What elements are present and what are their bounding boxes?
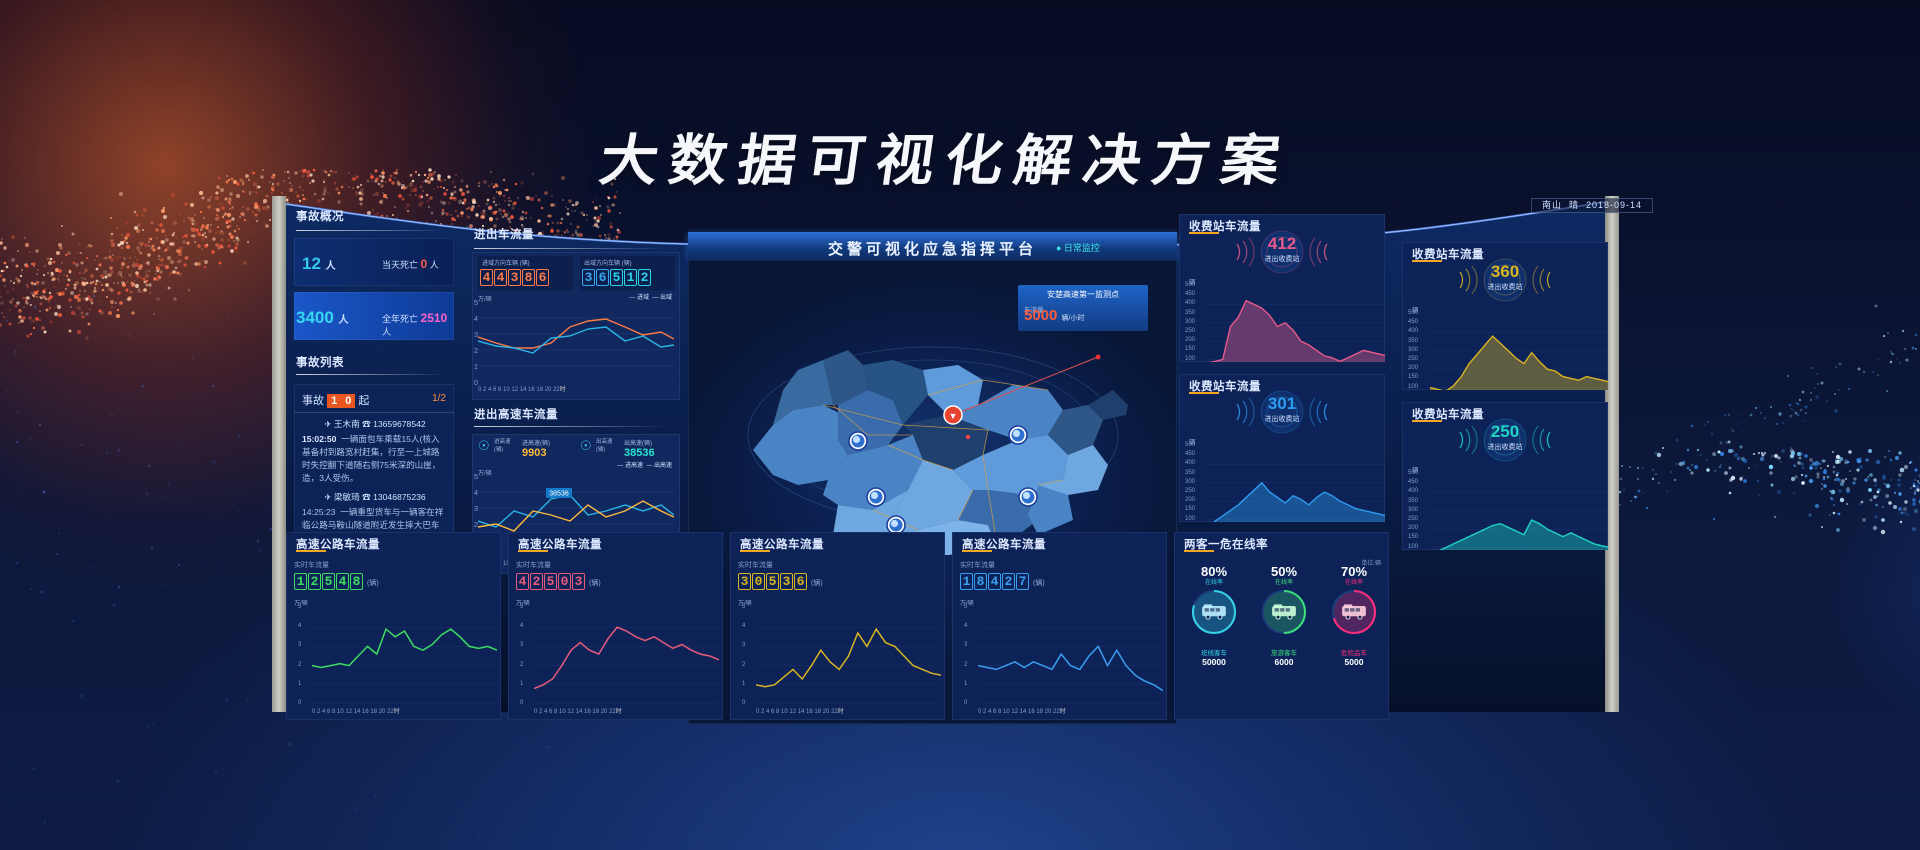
svg-text:▼: ▼ bbox=[949, 411, 958, 421]
svg-text:38536: 38536 bbox=[549, 491, 569, 498]
